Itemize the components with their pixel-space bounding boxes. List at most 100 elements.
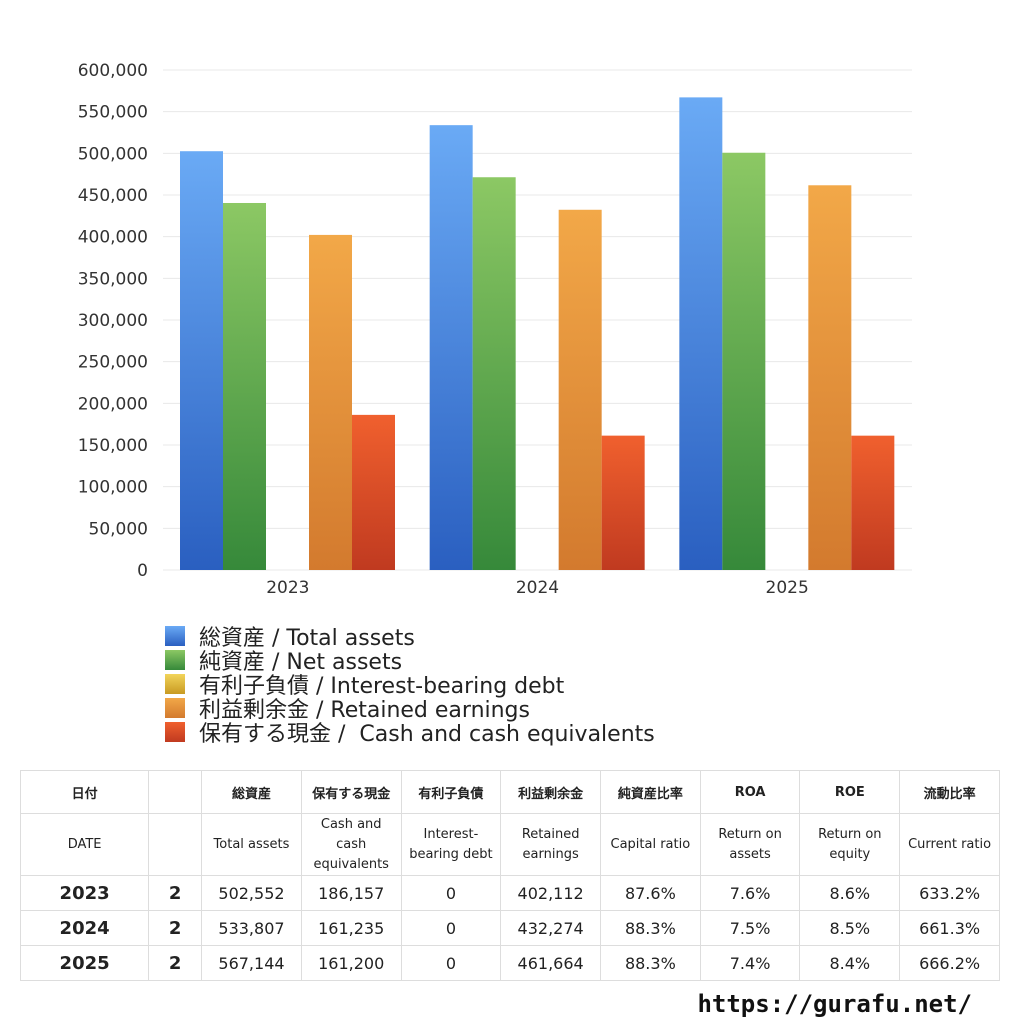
legend-swatch	[165, 674, 185, 694]
column-header-jp: 保有する現金	[300, 770, 402, 814]
table-cell: 2	[148, 910, 203, 946]
y-tick-label: 250,000	[78, 353, 148, 373]
bar-2023-series-1	[223, 202, 266, 570]
table-cell: 2024	[19, 910, 150, 946]
legend-label: 保有する現金 / Cash and cash equivalents	[199, 722, 655, 747]
table-cell: 161,200	[300, 945, 402, 981]
table-cell: 402,112	[500, 875, 601, 911]
column-header-jp: 総資産	[201, 770, 302, 814]
column-header-en: Cash and cash equivalents	[300, 813, 402, 876]
column-header-jp: 純資産比率	[600, 770, 701, 814]
bar-2024-series-0	[429, 125, 473, 571]
table-cell: 2	[148, 945, 203, 981]
table-cell: 533,807	[201, 910, 302, 946]
legend-item: 保有する現金 / Cash and cash equivalents	[165, 720, 655, 747]
table-cell: 7.6%	[699, 875, 801, 911]
column-header-en: Current ratio	[899, 813, 1000, 876]
bar-2023-series-4	[352, 414, 395, 570]
x-tick-label: 2023	[266, 578, 309, 598]
table-cell: 2025	[19, 945, 150, 981]
table-cell: 8.6%	[799, 875, 901, 911]
legend-label: 総資産 / Total assets	[199, 626, 415, 651]
legend-label: 利益剰余金 / Retained earnings	[199, 698, 530, 723]
y-tick-label: 100,000	[78, 478, 148, 498]
y-tick-label: 600,000	[78, 61, 148, 81]
table-cell: 661.3%	[899, 910, 1000, 946]
table-cell: 0	[400, 910, 502, 946]
y-tick-label: 200,000	[78, 394, 148, 414]
column-header-en: Return on assets	[699, 813, 801, 876]
column-header-en: Return on equity	[799, 813, 901, 876]
legend-label: 有利子負債 / Interest-bearing debt	[199, 674, 565, 699]
bar-2025-series-1	[722, 152, 766, 570]
legend-item: 有利子負債 / Interest-bearing debt	[165, 672, 655, 699]
table-cell: 633.2%	[899, 875, 1000, 911]
legend-swatch	[165, 650, 185, 670]
y-tick-label: 150,000	[78, 436, 148, 456]
table-cell: 0	[400, 875, 502, 911]
column-header-jp: 流動比率	[899, 770, 1000, 814]
column-header-en	[148, 813, 203, 876]
y-tick-label: 450,000	[78, 186, 148, 206]
table-cell: 432,274	[500, 910, 601, 946]
financial-table-container: 日付 総資産 保有する現金 有利子負債 利益剰余金 純資産比率 ROA ROE 流動比率 DATE…	[19, 770, 1000, 981]
bar-2024-series-4	[601, 435, 645, 570]
y-tick-label: 550,000	[78, 103, 148, 123]
table-cell: 2	[148, 875, 203, 911]
x-tick-label: 2024	[516, 578, 559, 598]
y-tick-label: 0	[137, 561, 148, 581]
table-cell: 2023	[19, 875, 150, 911]
column-header-en: Capital ratio	[600, 813, 701, 876]
legend-swatch	[165, 722, 185, 742]
table-cell: 88.3%	[600, 945, 701, 981]
table-cell: 0	[400, 945, 502, 981]
column-header-jp: 有利子負債	[400, 770, 502, 814]
table-cell: 8.5%	[799, 910, 901, 946]
table-cell: 7.5%	[699, 910, 801, 946]
chart-legend: 総資産 / Total assets 純資産 / Net assets 有利子負債 …	[165, 624, 655, 747]
legend-label: 純資産 / Net assets	[199, 650, 403, 675]
column-header-jp: 利益剰余金	[500, 770, 601, 814]
table-cell: 186,157	[300, 875, 402, 911]
column-header-en: DATE	[19, 813, 150, 876]
legend-swatch	[165, 698, 185, 718]
y-tick-label: 500,000	[78, 144, 148, 164]
column-header-jp: ROA	[699, 770, 801, 814]
table-header-row: 日付 総資産 保有する現金 有利子負債 利益剰余金 純資産比率 ROA ROE 流動比率	[19, 770, 1000, 814]
bar-2024-series-3	[558, 209, 602, 570]
column-header-en: Total assets	[201, 813, 302, 876]
column-header-en: Retained earnings	[500, 813, 601, 876]
y-tick-label: 300,000	[78, 311, 148, 331]
table-cell: 161,235	[300, 910, 402, 946]
y-tick-label: 400,000	[78, 228, 148, 248]
table-row: 2024 2 533,807 161,235 0 432,274 88.3% 7.5% 8.5%…	[19, 910, 1000, 946]
x-tick-label: 2025	[766, 578, 809, 598]
table-cell: 461,664	[500, 945, 601, 981]
table-cell: 88.3%	[600, 910, 701, 946]
bar-2023-series-0	[180, 151, 223, 570]
table-cell: 666.2%	[899, 945, 1000, 981]
legend-swatch	[165, 626, 185, 646]
legend-item: 利益剰余金 / Retained earnings	[165, 696, 655, 723]
table-cell: 502,552	[201, 875, 302, 911]
bar-chart: 0 50,000 100,000 150,000 200,000 250,000 300,0…	[78, 61, 912, 598]
financial-table: 日付 総資産 保有する現金 有利子負債 利益剰余金 純資産比率 ROA ROE 流動比率 DATE…	[19, 770, 1000, 981]
legend-item: 総資産 / Total assets	[165, 624, 655, 651]
bar-2025-series-4	[851, 435, 895, 570]
legend-item: 純資産 / Net assets	[165, 648, 655, 675]
table-header-row: DATE Total assets Cash and cash equivalent…	[19, 813, 1000, 876]
table-cell: 8.4%	[799, 945, 901, 981]
table-row: 2023 2 502,552 186,157 0 402,112 87.6% 7.6% 8.6%…	[19, 875, 1000, 911]
column-header-jp: 日付	[19, 770, 150, 814]
column-header-jp: ROE	[799, 770, 901, 814]
column-header-en: Interest-bearing debt	[400, 813, 502, 876]
table-cell: 7.4%	[699, 945, 801, 981]
bar-2023-series-3	[309, 234, 352, 570]
table-row: 2025 2 567,144 161,200 0 461,664 88.3% 7.4% 8.4%…	[19, 945, 1000, 981]
bar-2025-series-3	[808, 185, 852, 570]
bar-2025-series-0	[679, 97, 723, 570]
site-url[interactable]: https://gurafu.net/	[697, 990, 972, 1018]
table-cell: 87.6%	[600, 875, 701, 911]
bar-2024-series-1	[472, 177, 516, 570]
table-cell: 567,144	[201, 945, 302, 981]
